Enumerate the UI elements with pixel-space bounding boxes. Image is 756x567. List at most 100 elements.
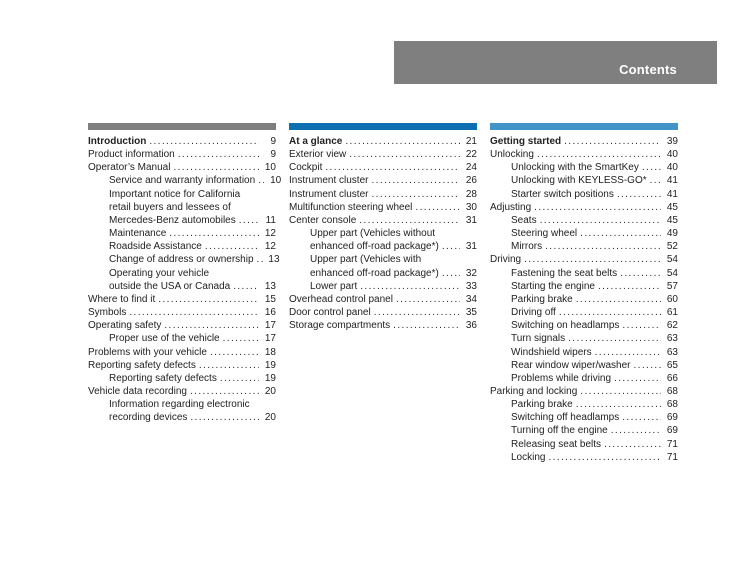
toc-entry: Mercedes-Benz automobiles 11 — [88, 214, 276, 227]
toc-entry: Important notice for California — [88, 188, 276, 201]
dot-leader — [540, 214, 661, 227]
toc-entry-label: Change of address or ownership — [109, 254, 254, 266]
toc-entry-label: Symbols — [88, 307, 127, 319]
dot-leader — [205, 240, 259, 253]
dot-leader — [190, 411, 259, 424]
toc-entry: Instrument cluster 26 — [289, 174, 477, 187]
dot-leader — [537, 148, 661, 161]
dot-leader — [158, 293, 259, 306]
toc-entry-label: Lower part — [310, 280, 358, 292]
dot-leader — [393, 319, 460, 332]
dot-leader — [576, 293, 661, 306]
toc-entry-label: retail buyers and lessees of — [109, 201, 231, 213]
dot-leader — [258, 174, 264, 187]
toc-entry-label: Storage compartments — [289, 320, 391, 332]
dot-leader — [178, 148, 259, 161]
toc-entry-label: Proper use of the vehicle — [109, 333, 220, 345]
toc-column-at-a-glance: At a glance21Exterior view22Cockpit24Ins… — [289, 123, 477, 464]
dot-leader — [190, 385, 259, 398]
toc-entry-label: Introduction — [88, 136, 147, 147]
toc-entry-label: Where to find it — [88, 293, 156, 305]
toc-entry-page: 65 — [666, 359, 678, 371]
toc-entry-label: Reporting safety defects — [109, 372, 217, 384]
dot-leader — [604, 438, 661, 451]
toc-entry-page: 52 — [666, 241, 678, 253]
dot-leader — [622, 411, 661, 424]
dot-leader — [257, 253, 263, 266]
toc-entry: Upper part (Vehicles without — [289, 227, 477, 240]
toc-entry-page: 12 — [264, 228, 276, 240]
toc-entry-page: 16 — [264, 307, 276, 319]
toc-entry: Releasing seat belts 71 — [490, 438, 678, 451]
toc-entry: Service and warranty information 10 — [88, 174, 281, 187]
toc-entry-label: Operating your vehicle — [109, 267, 210, 279]
dot-leader — [199, 359, 259, 372]
toc-entry-label: Instrument cluster — [289, 188, 369, 200]
toc-entry-page: 54 — [666, 254, 678, 266]
dot-leader — [345, 135, 460, 148]
toc-entry-label: Starting the engine — [511, 280, 595, 292]
toc-entry-label: Unlocking — [490, 149, 534, 161]
toc-entry: Driving off 61 — [490, 306, 678, 319]
toc-columns: Introduction9Product information9Operato… — [88, 123, 678, 464]
toc-entry: Where to find it 15 — [88, 293, 276, 306]
toc-entry-page: 35 — [465, 307, 477, 319]
toc-entry-page: 45 — [666, 201, 678, 213]
dot-leader — [396, 293, 460, 306]
toc-entry: Overhead control panel 34 — [289, 293, 477, 306]
toc-entry-label: Mercedes-Benz automobiles — [109, 214, 236, 226]
toc-entry-label: Switching on headlamps — [511, 320, 620, 332]
toc-entry-page: 20 — [264, 385, 276, 397]
toc-entry-page: 61 — [666, 307, 678, 319]
toc-entry: Steering wheel 49 — [490, 227, 678, 240]
toc-entry-page: 71 — [666, 451, 678, 463]
toc-entry-label: Seats — [511, 214, 537, 226]
toc-entry-page: 13 — [264, 280, 276, 292]
toc-entry-label: Rear window wiper/washer — [511, 359, 631, 371]
toc-entry-page: 54 — [666, 267, 678, 279]
toc-entry-page: 20 — [264, 412, 276, 424]
toc-entry: Parking brake 68 — [490, 398, 678, 411]
toc-entry: Operator’s Manual 10 — [88, 161, 276, 174]
dot-leader — [233, 280, 259, 293]
toc-entry-page: 18 — [264, 346, 276, 358]
dot-leader — [349, 148, 460, 161]
dot-leader — [634, 359, 662, 372]
toc-entry: Operating your vehicle — [88, 267, 276, 280]
toc-entry-page: 10 — [264, 162, 276, 174]
toc-entry: Unlocking with KEYLESS-GO* 41 — [490, 174, 678, 187]
toc-entry-page: 41 — [666, 188, 678, 200]
toc-entry-page: 11 — [265, 214, 276, 226]
toc-entry-page: 33 — [465, 280, 477, 292]
dot-leader — [220, 372, 259, 385]
toc-entry-page: 31 — [465, 241, 477, 253]
dot-leader — [239, 214, 259, 227]
toc-entry-page: 12 — [264, 241, 276, 253]
contents-header-banner: Contents — [394, 41, 717, 84]
dot-leader — [524, 253, 661, 266]
dot-leader — [534, 201, 661, 214]
dot-leader — [614, 372, 661, 385]
toc-entry-label: Important notice for California — [109, 188, 241, 200]
toc-entry-label: Adjusting — [490, 201, 532, 213]
toc-entry: Operating safety 17 — [88, 319, 276, 332]
toc-entry: Locking 71 — [490, 451, 678, 464]
toc-entry: Proper use of the vehicle 17 — [88, 332, 276, 345]
dot-leader — [576, 398, 661, 411]
toc-entry-label: Driving off — [511, 307, 556, 319]
toc-entry-label: enhanced off-road package*) — [310, 267, 439, 279]
dot-leader — [568, 332, 661, 345]
toc-entry-page: 32 — [465, 267, 477, 279]
dot-leader — [650, 174, 661, 187]
toc-entry: retail buyers and lessees of — [88, 201, 276, 214]
toc-entry: Mirrors 52 — [490, 240, 678, 253]
toc-entry-page: 40 — [666, 162, 678, 174]
toc-entry-page: 19 — [264, 372, 276, 384]
toc-entry: Parking brake 60 — [490, 293, 678, 306]
toc-column-introduction: Introduction9Product information9Operato… — [88, 123, 281, 464]
dot-leader — [164, 319, 259, 332]
toc-entry-page: 13 — [268, 254, 280, 266]
toc-entry-label: Steering wheel — [511, 228, 578, 240]
toc-entry: Multifunction steering wheel 30 — [289, 201, 477, 214]
toc-entry: enhanced off-road package*) 31 — [289, 240, 477, 253]
